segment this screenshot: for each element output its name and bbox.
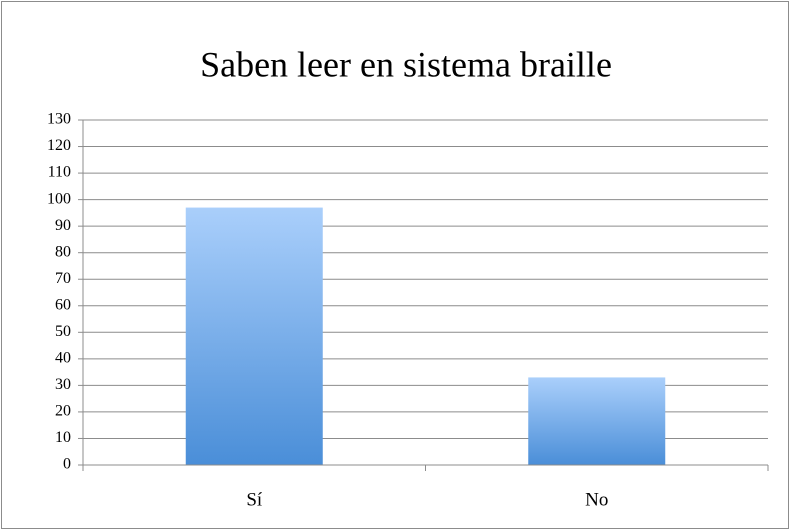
- y-tick-label: 100: [47, 190, 71, 207]
- y-tick-label: 90: [55, 217, 71, 234]
- y-tick-label: 120: [47, 137, 71, 154]
- x-tick-label: Sí: [246, 489, 263, 510]
- y-tick-label: 20: [55, 403, 71, 420]
- bar: [528, 377, 666, 465]
- y-tick-label: 50: [55, 323, 71, 340]
- y-tick-label: 30: [55, 376, 71, 393]
- bar: [185, 207, 323, 466]
- y-tick-label: 80: [55, 243, 71, 260]
- y-tick-label: 110: [48, 164, 71, 181]
- y-tick-label: 0: [63, 456, 71, 473]
- x-tick-label: No: [585, 489, 608, 510]
- chart-title: Saben leer en sistema braille: [200, 44, 612, 84]
- y-tick-label: 70: [55, 270, 71, 287]
- y-tick-label: 40: [55, 350, 71, 367]
- y-tick-label: 10: [55, 429, 71, 446]
- y-tick-label: 130: [47, 111, 71, 128]
- y-tick-label: 60: [55, 296, 71, 313]
